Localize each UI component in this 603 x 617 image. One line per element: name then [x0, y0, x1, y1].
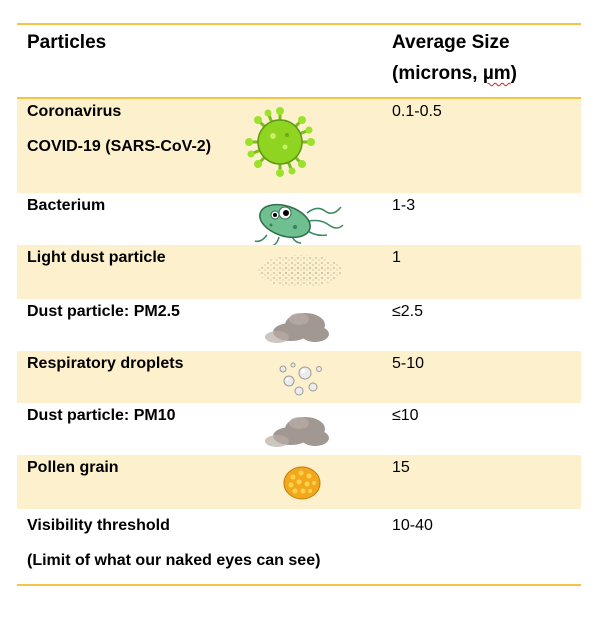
light-dust-icon — [258, 255, 342, 287]
row-name: Bacterium — [27, 197, 106, 214]
row-name: Dust particle: PM10 — [27, 407, 176, 424]
row-name-secondary: COVID-19 (SARS-CoV-2) — [27, 138, 212, 155]
coronavirus-icon — [245, 107, 315, 177]
row-size: 1 — [392, 249, 401, 266]
table-header: Particles Average Size (microns, µm) — [17, 25, 581, 97]
row-size: 10-40 — [392, 517, 433, 534]
pollen-icon — [283, 466, 321, 500]
dust-cloud-icon — [265, 313, 329, 343]
header-average-size: Average Size — [392, 32, 510, 53]
table-row: Light dust particle 1 — [17, 245, 581, 299]
row-size: ≤2.5 — [392, 303, 424, 320]
dust-cloud-icon — [265, 417, 329, 447]
table-row: Dust particle: PM10 ≤10 — [17, 403, 581, 455]
table-bottom-rule — [17, 584, 581, 586]
row-name: Pollen grain — [27, 459, 119, 476]
row-name: Light dust particle — [27, 249, 166, 266]
table-row: Coronavirus COVID-19 (SARS-CoV-2) 0.1-0.… — [17, 99, 581, 193]
row-name: Respiratory droplets — [27, 355, 184, 372]
table-row: Bacterium 1-3 — [17, 193, 581, 247]
header-units: (microns, µm) — [392, 63, 517, 84]
row-name: Dust particle: PM2.5 — [27, 303, 180, 320]
row-name-secondary: (Limit of what our naked eyes can see) — [27, 552, 321, 569]
row-size: 0.1-0.5 — [392, 103, 442, 120]
row-name: Coronavirus — [27, 103, 122, 120]
table-row: Visibility threshold (Limit of what our … — [17, 509, 581, 584]
table-row: Dust particle: PM2.5 ≤2.5 — [17, 299, 581, 351]
row-size: 5-10 — [392, 355, 425, 372]
droplets-icon — [279, 362, 322, 396]
row-name: Visibility threshold — [27, 517, 170, 534]
row-size: ≤10 — [392, 407, 419, 424]
row-size: 1-3 — [392, 197, 416, 214]
row-size: 15 — [392, 459, 410, 476]
header-particles: Particles — [27, 32, 107, 53]
table-top-rule — [17, 23, 581, 25]
table-row: Respiratory droplets 5-10 — [17, 351, 581, 403]
bacterium-icon — [254, 203, 344, 247]
table-row: Pollen grain 15 — [17, 455, 581, 509]
header-rule — [17, 97, 581, 99]
